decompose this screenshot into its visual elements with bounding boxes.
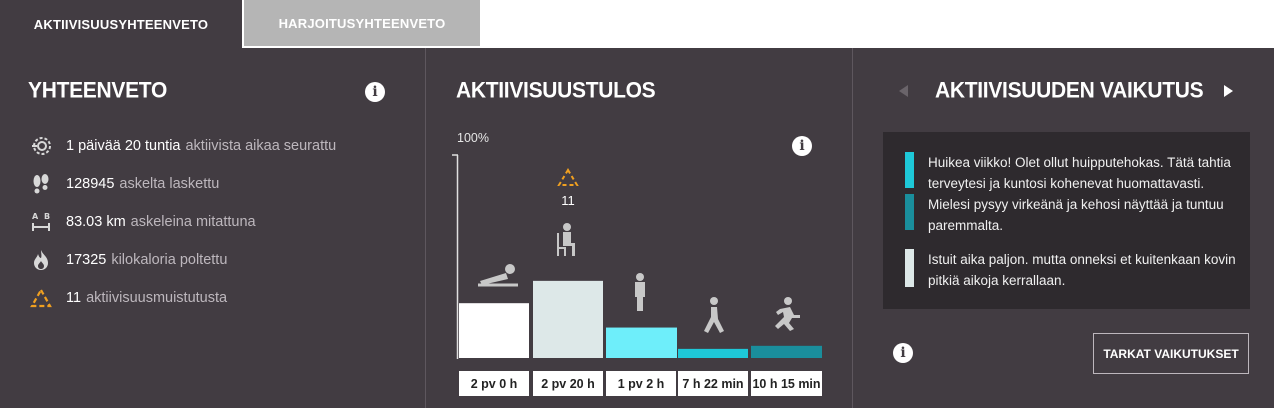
impact-message: Istuit aika paljon. mutta onneksi et kui…: [905, 249, 1238, 291]
category-label: 7 h 22 min: [678, 371, 748, 396]
svg-text:A: A: [32, 212, 39, 221]
impact-message: Huikea viikko! Olet ollut huipputehokas.…: [905, 152, 1248, 194]
impact-message: Mielesi pysyy virkeänä ja kehosi näyttää…: [905, 194, 1248, 236]
activity-tracking-icon: [28, 134, 54, 158]
impact-title: AKTIIVISUUDEN VAIKUTUS: [935, 78, 1204, 103]
impact-message-box: Huikea viikko! Olet ollut huipputehokas.…: [883, 132, 1250, 309]
bar-sitting: [533, 280, 603, 358]
message-text: Istuit aika paljon. mutta onneksi et kui…: [928, 252, 1236, 288]
message-color-bar: [905, 152, 914, 188]
category-label: 2 pv 0 h: [459, 371, 529, 396]
message-text: Mielesi pysyy virkeänä ja kehosi näyttää…: [928, 197, 1224, 233]
standing-icon: [635, 273, 645, 311]
info-icon[interactable]: i: [365, 82, 385, 102]
next-arrow-icon[interactable]: [1224, 85, 1233, 97]
inactivity-alert-icon: [28, 286, 54, 310]
svg-text:B: B: [44, 212, 50, 221]
summary-value: 1 päivää 20 tuntia: [66, 138, 181, 154]
summary-label: aktiivista aikaa seurattu: [185, 138, 337, 154]
inactivity-alert-icon: [557, 168, 579, 186]
activity-chart: 11: [452, 154, 822, 359]
panel-divider: [852, 48, 853, 408]
sitting-icon: [557, 223, 575, 256]
info-icon[interactable]: i: [893, 343, 913, 363]
walking-icon: [704, 297, 724, 333]
alert-count: 11: [561, 193, 575, 208]
alert-annotation: 11: [557, 168, 579, 208]
summary-title: YHTEENVETO: [28, 78, 167, 103]
message-color-bar: [905, 249, 914, 287]
category-label: 2 pv 20 h: [533, 371, 603, 396]
message-color-bar: [905, 194, 914, 230]
activity-result-title: AKTIIVISUUSTULOS: [456, 78, 656, 103]
prev-arrow-icon[interactable]: [899, 85, 908, 97]
footprints-icon: [28, 172, 54, 196]
summary-label: aktiivisuusmuistutusta: [86, 290, 228, 306]
summary-item: 17325 kilokaloria poltettu: [28, 248, 227, 272]
tab-bar: AKTIIVISUUSYHTEENVETO HARJOITUSYHTEENVET…: [0, 0, 1274, 48]
summary-value: 17325: [66, 252, 107, 268]
category-label: 10 h 15 min: [751, 371, 822, 396]
message-text: Huikea viikko! Olet ollut huipputehokas.…: [928, 155, 1231, 191]
summary-label: kilokaloria poltettu: [111, 252, 228, 268]
panel-divider: [425, 48, 426, 408]
y-max-label: 100%: [457, 131, 489, 145]
category-label: 1 pv 2 h: [606, 371, 676, 396]
bar-group: [459, 280, 822, 358]
bar-walking: [678, 348, 748, 358]
summary-item: 128945 askelta laskettu: [28, 172, 219, 196]
summary-value: 11: [66, 290, 82, 306]
bar-standing: [606, 327, 677, 358]
summary-item: 1 päivää 20 tuntia aktiivista aikaa seur…: [28, 134, 336, 158]
lying-icon: [478, 264, 518, 287]
tab-training-summary[interactable]: HARJOITUSYHTEENVETO: [244, 0, 480, 46]
bar-lying: [459, 303, 529, 358]
summary-item: 11 aktiivisuusmuistutusta: [28, 286, 227, 310]
summary-value: 83.03 km: [66, 214, 126, 230]
running-icon: [775, 297, 800, 331]
flame-icon: [28, 248, 54, 272]
tab-activity-summary[interactable]: AKTIIVISUUSYHTEENVETO: [0, 0, 242, 48]
summary-label: askeleina mitattuna: [130, 214, 256, 230]
detailed-effects-button[interactable]: TARKAT VAIKUTUKSET: [1093, 333, 1249, 374]
summary-value: 128945: [66, 176, 115, 192]
bar-running: [751, 345, 822, 358]
summary-label: askelta laskettu: [119, 176, 220, 192]
info-icon[interactable]: i: [792, 136, 812, 156]
